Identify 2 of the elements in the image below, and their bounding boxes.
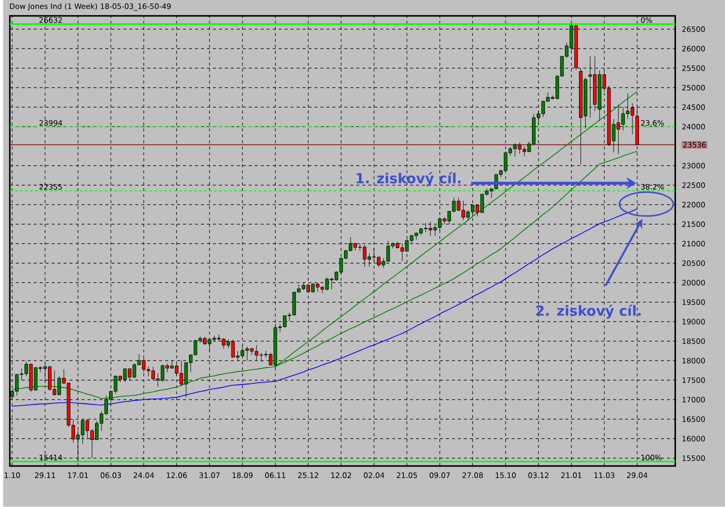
- annotation: 1. ziskový cíl.: [356, 172, 461, 186]
- annotation: 2. ziskový cíl.: [536, 304, 641, 319]
